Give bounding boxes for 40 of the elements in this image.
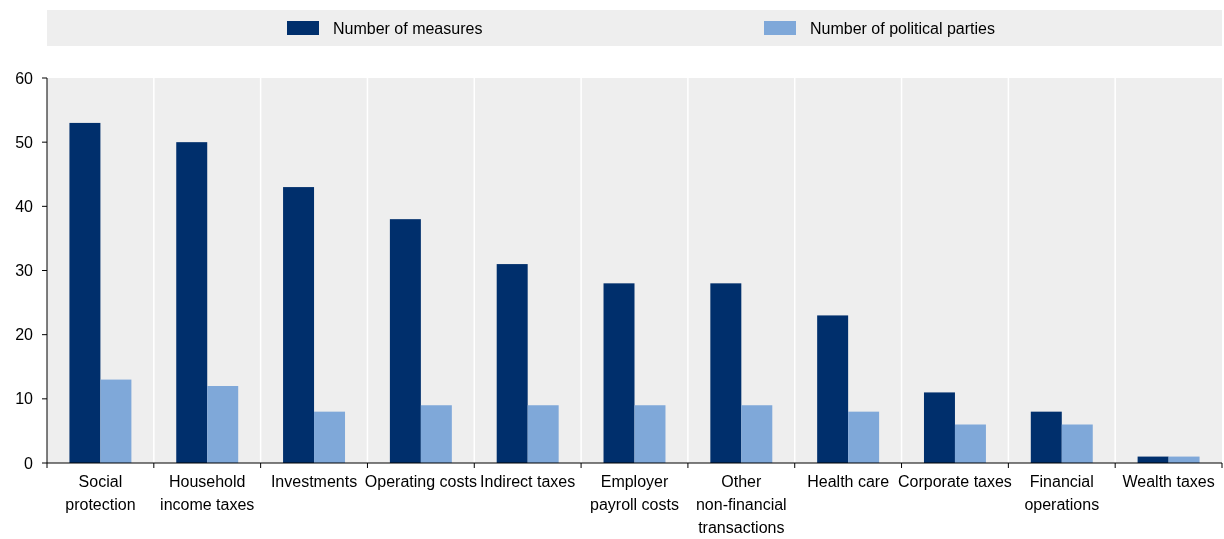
y-tick-label: 20 <box>15 326 34 344</box>
y-tick-label: 30 <box>15 262 34 280</box>
y-tick-label: 0 <box>24 454 34 472</box>
x-tick-label: Corporate taxes <box>898 473 1012 490</box>
y-tick-label: 40 <box>15 197 34 215</box>
bar <box>207 386 239 463</box>
y-tick-label: 60 <box>15 69 34 87</box>
bar <box>923 392 955 463</box>
bar <box>389 219 421 463</box>
x-tick-label: Financial operations <box>1024 473 1100 513</box>
bar <box>1061 424 1093 463</box>
y-tick-label: 10 <box>15 390 34 408</box>
x-tick-label: Investments <box>270 473 358 490</box>
y-tick-label: 50 <box>15 133 34 151</box>
x-tick-label: Health care <box>807 473 890 490</box>
x-tick-label: Operating costs <box>364 473 477 490</box>
bar <box>527 405 559 463</box>
x-tick-label: Employer payroll costs <box>590 473 679 513</box>
bar <box>603 283 635 463</box>
bar <box>848 411 880 463</box>
x-tick-label: Social protection <box>65 473 136 513</box>
bar <box>496 264 528 463</box>
x-tick-label: Other non-financial transactions <box>695 473 787 536</box>
legend-label: Number of measures <box>333 19 483 37</box>
bar <box>634 405 666 463</box>
bar <box>1030 411 1062 463</box>
x-tick-label: Indirect taxes <box>480 473 576 490</box>
bar <box>817 315 849 463</box>
bar <box>954 424 986 463</box>
bar <box>100 379 132 463</box>
bar <box>176 142 208 463</box>
bar <box>283 187 315 463</box>
x-tick-label: Wealth taxes <box>1122 473 1215 490</box>
bar <box>69 122 101 463</box>
bar <box>314 411 346 463</box>
bar <box>710 283 742 463</box>
x-tick-label: Household income taxes <box>160 473 255 513</box>
legend-label: Number of political parties <box>810 19 995 37</box>
bar <box>741 405 773 463</box>
bar <box>420 405 452 463</box>
